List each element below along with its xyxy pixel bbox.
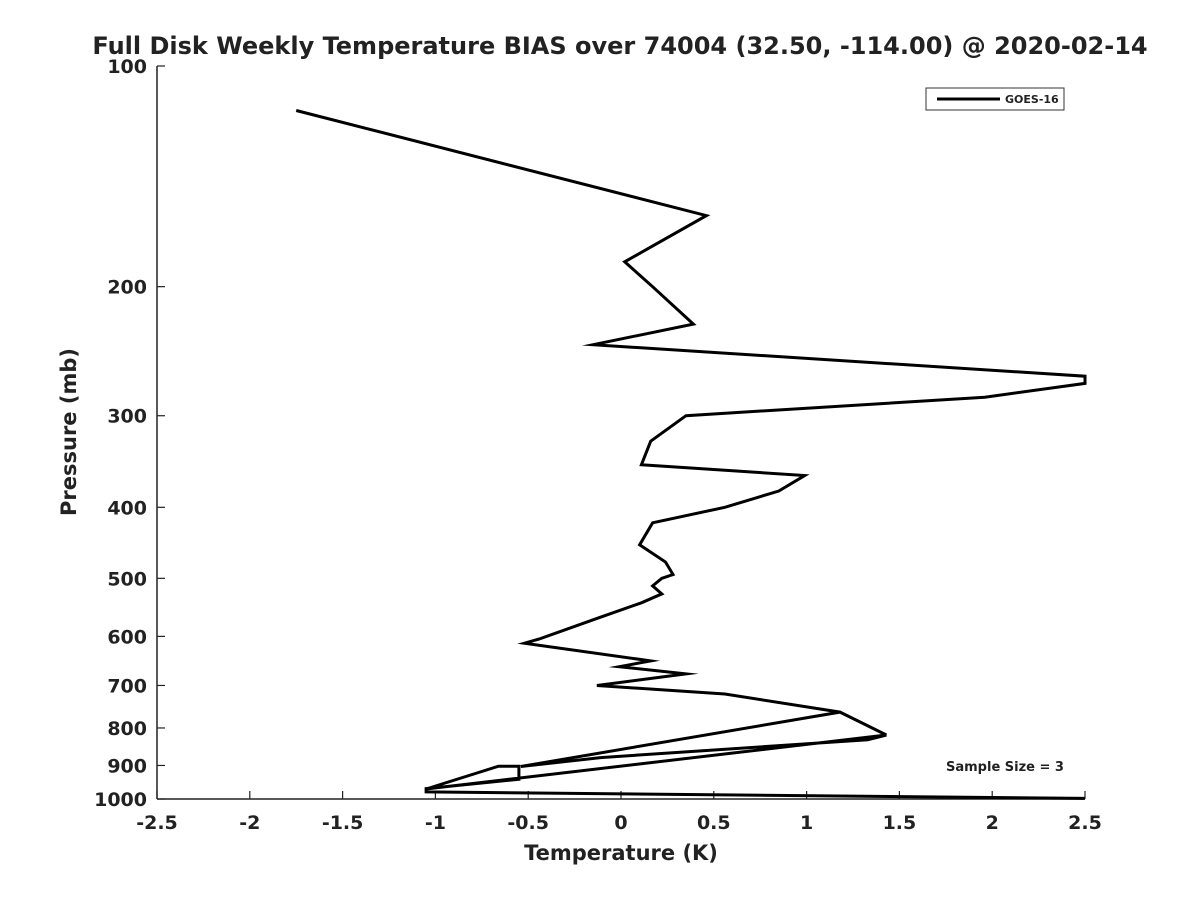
y-tick-label: 800 — [107, 718, 147, 740]
legend: GOES-16 — [925, 87, 1065, 111]
y-tick-label: 900 — [107, 755, 147, 777]
x-tick-label: 2 — [986, 812, 999, 834]
x-tick-label: 2.5 — [1068, 812, 1102, 834]
x-ticks: -2.5 -2 -1.5 -1 -0.5 0 0.5 1 1.5 2 2.5 — [136, 791, 1102, 834]
sample-size-annotation: Sample Size = 3 — [946, 760, 1064, 775]
y-tick-label: 1000 — [94, 789, 147, 811]
y-tick-label: 100 — [107, 56, 147, 78]
axes — [156, 66, 1085, 800]
y-tick-label: 300 — [107, 406, 147, 428]
x-tick-label: 0.5 — [697, 812, 731, 834]
x-tick-label: 1 — [800, 812, 813, 834]
series-layer — [295, 109, 1087, 800]
x-tick-label: -2.5 — [136, 812, 178, 834]
x-tick-label: -1.5 — [322, 812, 364, 834]
y-tick-label: 700 — [107, 675, 147, 697]
y-tick-label: 500 — [107, 568, 147, 590]
y-tick-label: 400 — [107, 497, 147, 519]
x-axis-label: Temperature (K) — [524, 841, 718, 865]
chart-title: Full Disk Weekly Temperature BIAS over 7… — [92, 32, 1147, 60]
series-line-goes-16 — [295, 109, 1087, 800]
y-tick-label: 200 — [107, 277, 147, 299]
x-tick-label: 1.5 — [883, 812, 917, 834]
x-tick-label: 0 — [614, 812, 627, 834]
y-tick-label: 600 — [107, 626, 147, 648]
legend-label-goes-16: GOES-16 — [1005, 93, 1059, 106]
y-ticks: 100 200 300 400 500 600 700 800 900 1000 — [94, 56, 165, 811]
x-tick-label: -1 — [425, 812, 446, 834]
x-tick-label: -2 — [239, 812, 260, 834]
x-tick-label: -0.5 — [507, 812, 549, 834]
y-axis-label: Pressure (mb) — [57, 348, 81, 516]
